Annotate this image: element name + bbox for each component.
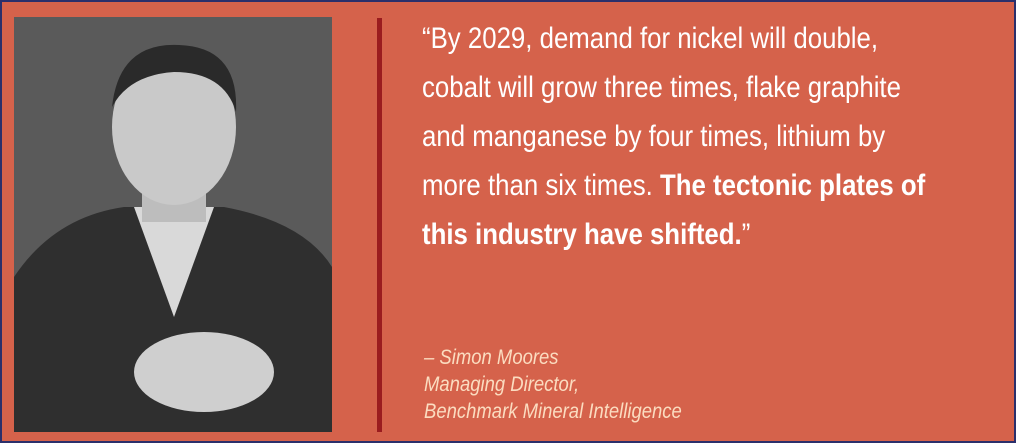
- divider: [377, 18, 382, 432]
- quote-emphasis: The tectonic plates of: [660, 169, 926, 202]
- quote-line: this industry have shifted.”: [422, 210, 1014, 259]
- quote-emphasis: this industry have shifted.: [422, 218, 742, 251]
- portrait: [14, 17, 332, 432]
- quote-segment: “By 2029, demand for nickel will double,: [422, 22, 879, 55]
- attribution: – Simon Moores Managing Director, Benchmar…: [424, 344, 682, 425]
- quote-line: more than six times. The tectonic plates…: [422, 161, 1014, 210]
- portrait-photo: [14, 17, 332, 432]
- attribution-line: Managing Director,: [424, 373, 580, 396]
- quote-line: cobalt will grow three times, flake grap…: [422, 63, 1014, 112]
- attribution-line: – Simon Moores: [424, 346, 559, 369]
- quote-segment: more than six times.: [422, 169, 661, 202]
- attribution-line: Benchmark Mineral Intelligence: [424, 400, 682, 423]
- quote-segment: ”: [741, 218, 751, 251]
- quote-line: and manganese by four times, lithium by: [422, 112, 1014, 161]
- quote-text: “By 2029, demand for nickel will double,…: [422, 14, 1014, 259]
- quote-segment: cobalt will grow three times, flake grap…: [422, 71, 901, 104]
- quote-segment: and manganese by four times, lithium by: [422, 120, 886, 153]
- quote-line: “By 2029, demand for nickel will double,: [422, 14, 1014, 63]
